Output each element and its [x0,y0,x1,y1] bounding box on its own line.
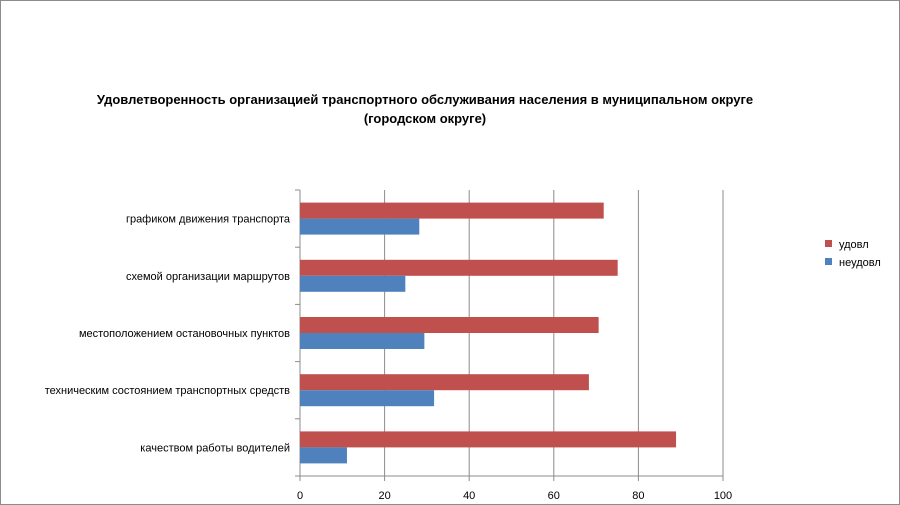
bar-udovl [300,317,599,333]
bar-neudovl [300,390,435,407]
chart-title-line-1: Удовлетворенность организацией транспорт… [96,92,754,107]
bar-neudovl [300,275,406,292]
category-label: техническим состоянием транспортных сред… [45,385,290,397]
x-tick-label: 0 [297,490,303,502]
x-tick-label: 80 [632,490,644,502]
category-label: местоположением остановочных пунктов [79,328,290,340]
bar-neudovl [300,447,347,464]
bar-neudovl [300,333,425,349]
legend-swatch [825,258,832,265]
x-tick-label: 20 [378,490,390,502]
bar-neudovl [300,218,420,235]
chart-title: Удовлетворенность организацией транспорт… [60,90,790,128]
x-tick-label: 100 [714,490,732,502]
bar-udovl [300,202,604,219]
legend-label: удовл [839,239,869,251]
bar-udovl [300,431,677,448]
category-label: качеством работы водителей [140,442,290,454]
x-tick-label: 60 [548,490,560,502]
bar-udovl [300,374,589,391]
chart-title-line-2: (городском округе) [363,111,487,126]
legend-swatch [825,240,832,247]
x-tick-label: 40 [463,490,475,502]
category-label: схемой организации маршрутов [126,271,290,283]
bar-udovl [300,259,618,276]
category-label: графиком движения транспорта [126,214,291,226]
legend-label: неудовл [839,257,881,269]
